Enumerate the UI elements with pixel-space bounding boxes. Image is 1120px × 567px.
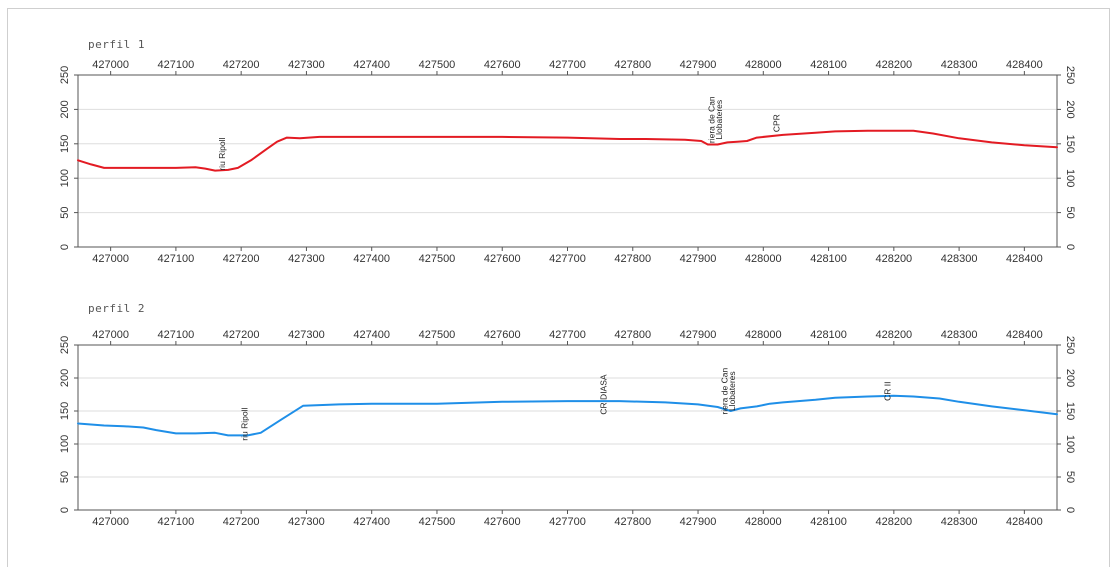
y-tick-label-right: 0	[1064, 507, 1076, 513]
annotation-label: CR DIASA	[599, 374, 609, 414]
y-tick-label-left: 50	[59, 206, 71, 218]
x-tick-label-bottom: 428400	[1006, 253, 1043, 265]
y-tick-label-right: 200	[1064, 369, 1076, 387]
y-tick-label-right: 100	[1064, 435, 1076, 453]
x-tick-label-top: 427200	[223, 59, 260, 71]
y-tick-label-left: 50	[59, 471, 71, 483]
x-tick-label-bottom: 427400	[353, 516, 390, 528]
y-tick-label-left: 100	[59, 169, 71, 187]
y-tick-label-right: 150	[1064, 402, 1076, 420]
x-tick-label-top: 427900	[680, 59, 717, 71]
x-tick-label-bottom: 428100	[810, 253, 847, 265]
x-tick-label-top: 427100	[158, 59, 195, 71]
x-tick-label-top: 427400	[353, 59, 390, 71]
y-tick-label-right: 250	[1064, 336, 1076, 354]
x-tick-label-top: 427800	[614, 329, 651, 341]
x-tick-label-bottom: 428300	[941, 253, 978, 265]
annotation-label: riu Ripoll	[217, 137, 227, 170]
y-tick-label-left: 0	[59, 507, 71, 513]
x-tick-label-bottom: 427700	[549, 253, 586, 265]
x-tick-label-top: 428100	[810, 59, 847, 71]
x-tick-label-top: 427600	[484, 59, 521, 71]
y-tick-label-left: 150	[59, 402, 71, 420]
y-tick-label-right: 50	[1064, 471, 1076, 483]
x-tick-label-bottom: 427400	[353, 253, 390, 265]
x-tick-label-bottom: 428100	[810, 516, 847, 528]
x-tick-label-top: 427700	[549, 329, 586, 341]
y-tick-label-right: 0	[1064, 244, 1076, 250]
x-tick-label-bottom: 427100	[158, 253, 195, 265]
x-tick-label-bottom: 428000	[745, 516, 782, 528]
x-tick-label-top: 428200	[875, 59, 912, 71]
annotation-label: Llobateres	[714, 100, 724, 140]
x-tick-label-top: 427700	[549, 59, 586, 71]
x-tick-label-bottom: 427300	[288, 253, 325, 265]
y-tick-label-left: 100	[59, 435, 71, 453]
y-tick-label-left: 0	[59, 244, 71, 250]
x-tick-label-bottom: 427000	[92, 516, 129, 528]
x-tick-label-bottom: 427300	[288, 516, 325, 528]
chart-title: perfil 1	[88, 38, 145, 51]
y-tick-label-right: 250	[1064, 66, 1076, 84]
x-tick-label-bottom: 427100	[158, 516, 195, 528]
elevation-profile-line	[78, 396, 1057, 436]
x-tick-label-top: 428000	[745, 329, 782, 341]
y-tick-label-left: 250	[59, 336, 71, 354]
x-tick-label-top: 427100	[158, 329, 195, 341]
y-tick-label-left: 250	[59, 66, 71, 84]
y-tick-label-left: 200	[59, 369, 71, 387]
x-tick-label-top: 427800	[614, 59, 651, 71]
x-tick-label-bottom: 428000	[745, 253, 782, 265]
profile-chart-2: perfil 2 0 0 50 50 100 100 150 150 200 200 250 250 42…	[59, 302, 1076, 528]
x-tick-label-bottom: 427800	[614, 516, 651, 528]
x-tick-label-bottom: 428300	[941, 516, 978, 528]
x-tick-label-top: 427500	[419, 329, 456, 341]
x-tick-label-top: 428400	[1006, 59, 1043, 71]
y-tick-label-right: 50	[1064, 206, 1076, 218]
x-tick-label-top: 428100	[810, 329, 847, 341]
x-tick-label-bottom: 428200	[875, 253, 912, 265]
annotation-label: CPR	[772, 114, 782, 132]
x-tick-label-top: 427500	[419, 59, 456, 71]
profile-chart-1: perfil 1 0 0 50 50 100 100 150 150 200 200 250 250 42…	[59, 38, 1076, 265]
x-tick-label-bottom: 427600	[484, 253, 521, 265]
x-tick-label-bottom: 427200	[223, 253, 260, 265]
x-tick-label-top: 427900	[680, 329, 717, 341]
x-tick-label-top: 427300	[288, 329, 325, 341]
x-tick-label-top: 427000	[92, 59, 129, 71]
x-tick-label-top: 428400	[1006, 329, 1043, 341]
x-tick-label-top: 428000	[745, 59, 782, 71]
x-tick-label-bottom: 427200	[223, 516, 260, 528]
x-tick-label-top: 428300	[941, 329, 978, 341]
x-tick-label-bottom: 427700	[549, 516, 586, 528]
x-tick-label-top: 427000	[92, 329, 129, 341]
annotation-label: riu Ripoll	[240, 408, 250, 441]
plot-area	[78, 345, 1057, 510]
x-tick-label-bottom: 427900	[680, 253, 717, 265]
x-tick-label-top: 427600	[484, 329, 521, 341]
chart-title: perfil 2	[88, 302, 145, 315]
y-tick-label-right: 150	[1064, 135, 1076, 153]
x-tick-label-top: 427300	[288, 59, 325, 71]
x-tick-label-bottom: 427800	[614, 253, 651, 265]
y-tick-label-left: 200	[59, 100, 71, 118]
y-tick-label-right: 200	[1064, 100, 1076, 118]
x-tick-label-bottom: 427500	[419, 253, 456, 265]
x-tick-label-bottom: 427500	[419, 516, 456, 528]
x-tick-label-bottom: 428400	[1006, 516, 1043, 528]
x-tick-label-bottom: 427600	[484, 516, 521, 528]
x-tick-label-top: 428300	[941, 59, 978, 71]
x-tick-label-bottom: 428200	[875, 516, 912, 528]
annotation-label: Llobateres	[727, 371, 737, 411]
x-tick-label-top: 428200	[875, 329, 912, 341]
annotation-label: CR II	[883, 382, 893, 401]
x-tick-label-top: 427200	[223, 329, 260, 341]
y-tick-label-left: 150	[59, 135, 71, 153]
x-tick-label-top: 427400	[353, 329, 390, 341]
x-tick-label-bottom: 427900	[680, 516, 717, 528]
x-tick-label-bottom: 427000	[92, 253, 129, 265]
y-tick-label-right: 100	[1064, 169, 1076, 187]
